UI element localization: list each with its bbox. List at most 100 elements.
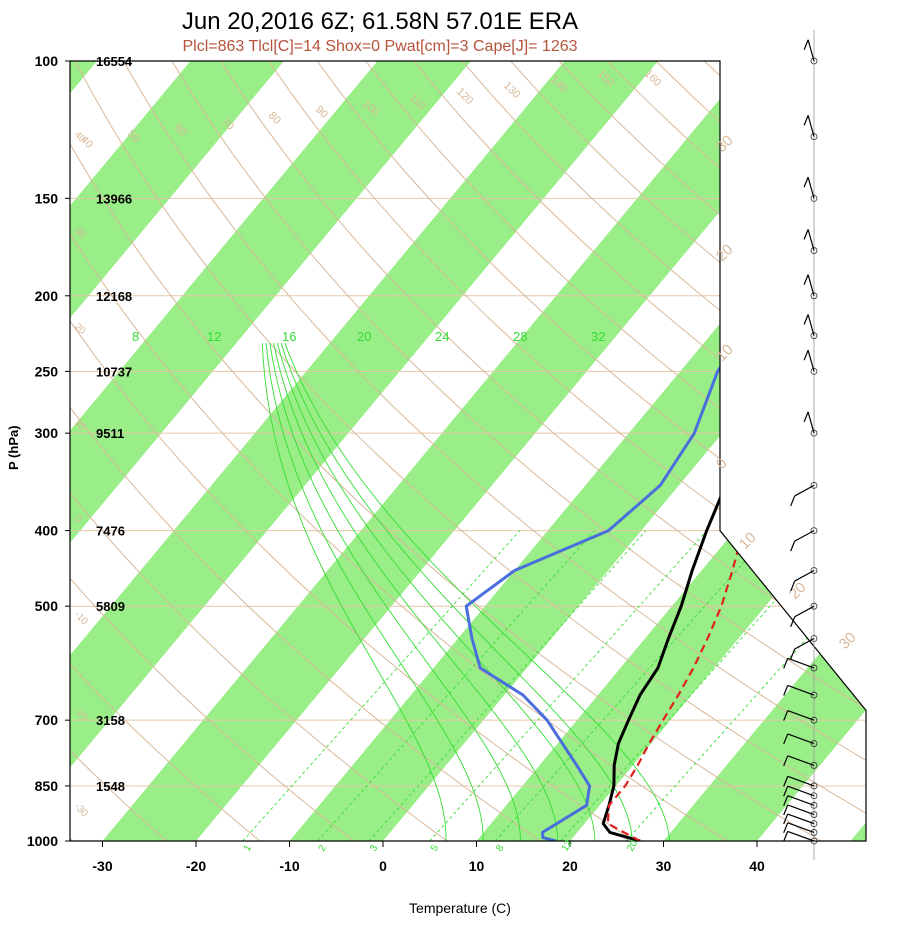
moist-adiabat — [265, 343, 484, 841]
wind-barb — [807, 39, 815, 62]
wind-barb-station — [810, 527, 818, 535]
isotherm-band — [102, 61, 845, 841]
adiabat-label: 90 — [313, 104, 330, 121]
wind-barb-feather — [790, 495, 796, 507]
mixing-ratio-label: 28 — [513, 329, 527, 344]
wind-barb-station — [810, 811, 818, 818]
x-tick-label: 40 — [749, 858, 765, 874]
wind-barb-feather — [803, 176, 809, 188]
wind-barb-station — [810, 792, 818, 800]
wind-barb-station — [810, 716, 818, 724]
wind-barb-feather — [783, 755, 789, 767]
height-label: 12168 — [96, 289, 132, 304]
wind-barb-station — [810, 782, 818, 790]
dry-adiabat — [70, 61, 471, 841]
wind-barb-feather — [783, 831, 789, 842]
wind-barb-station — [810, 837, 818, 845]
wind-barb-station — [810, 820, 818, 828]
wind-barb-feather — [803, 39, 809, 51]
moist-adiabat — [269, 343, 521, 841]
x-tick-label: -30 — [92, 858, 112, 874]
dry-adiabat — [268, 61, 866, 841]
wind-barb-feather — [783, 822, 789, 834]
wind-barb-station — [810, 801, 818, 809]
wind-barb-feather — [783, 813, 789, 825]
moist-adiabat — [276, 342, 596, 841]
y-tick-label: 700 — [35, 712, 59, 728]
wind-barb — [787, 822, 815, 833]
mixing-ratio-label: 24 — [435, 329, 449, 344]
height-label: 13966 — [96, 191, 132, 206]
wind-barb-feather — [803, 349, 809, 361]
wind-barb-feather — [790, 580, 796, 592]
dry-adiabat — [316, 61, 866, 841]
wind-barb-station — [810, 567, 818, 574]
isotherm-label: 20 — [786, 579, 810, 603]
wind-barb-station — [810, 762, 818, 769]
wind-barb-station — [810, 664, 818, 672]
wind-barb-station — [810, 57, 818, 65]
wind-barb-feather — [783, 685, 789, 696]
wind-barb-feather — [783, 785, 789, 797]
mixing-ratio-bottom-label: 8 — [494, 843, 507, 854]
isotherm-label-left: -10 — [72, 609, 90, 627]
chart-title: Jun 20,2016 6Z; 61.58N 57.01E ERA — [181, 8, 579, 35]
parcel-line — [606, 342, 780, 841]
wind-barb-feather — [790, 648, 796, 660]
y-tick-label: 100 — [35, 53, 59, 69]
isotherm-band — [850, 61, 866, 841]
y-tick-label: 400 — [35, 523, 59, 539]
wind-barb-station — [810, 740, 818, 747]
wind-barb — [787, 733, 815, 745]
x-tick-label: 20 — [562, 858, 578, 874]
isotherm-label: 30 — [836, 629, 860, 653]
wind-barb — [787, 684, 815, 696]
isotherm-band — [70, 61, 471, 841]
mixing-ratio-label: 8 — [132, 329, 139, 344]
dry-adiabat — [365, 61, 866, 841]
isotherm-band — [70, 61, 284, 841]
wind-barb — [787, 813, 815, 825]
wind-barb — [787, 830, 815, 842]
wind-barb — [787, 775, 815, 787]
dry-adiabat — [70, 61, 281, 841]
isotherm-label: 0 — [713, 455, 731, 473]
wind-barb-station — [810, 691, 818, 699]
wind-barb-station — [810, 133, 818, 140]
mixing-ratio-bottom-label: 2 — [317, 843, 330, 854]
dry-adiabat — [74, 61, 866, 841]
isotherm-label: 20 — [713, 241, 737, 265]
moist-adiabat — [261, 343, 447, 841]
x-tick-label: 10 — [469, 858, 485, 874]
wind-barb — [807, 115, 815, 137]
wind-barb — [787, 785, 815, 797]
y-tick-label: 850 — [35, 778, 59, 794]
chart-subtitle: Plcl=863 Tlcl[C]=14 Shox=0 Pwat[cm]=3 Ca… — [182, 38, 578, 55]
x-tick-label: -20 — [186, 858, 206, 874]
y-axis-label: P (hPa) — [6, 425, 21, 470]
wind-barb-station — [810, 829, 818, 836]
mixing-ratio-label: 32 — [591, 329, 605, 344]
dry-adiabat — [70, 61, 850, 841]
wind-barb-feather — [783, 776, 789, 787]
y-tick-label: 150 — [35, 190, 59, 206]
x-axis-label: Temperature (C) — [409, 900, 511, 916]
height-label: 10737 — [96, 364, 132, 379]
wind-barb — [787, 755, 815, 766]
isotherm-label: 10 — [736, 529, 760, 553]
y-tick-label: 200 — [35, 288, 59, 304]
mixing-ratio-label: 20 — [357, 329, 371, 344]
adiabat-label: 120 — [454, 86, 475, 107]
dry-adiabat — [70, 61, 566, 841]
wind-barb-feather — [790, 540, 796, 552]
height-label: 5809 — [96, 599, 125, 614]
y-tick-label: 250 — [35, 363, 59, 379]
mixing-ratio-bottom-label: 1 — [242, 843, 255, 854]
wind-barb-station — [810, 332, 818, 340]
adiabat-label: 130 — [501, 80, 522, 101]
wind-barb — [794, 484, 815, 497]
dry-adiabat — [70, 61, 376, 841]
mixing-ratio-label: 12 — [207, 329, 221, 344]
wind-barb-feather — [803, 115, 809, 126]
dry-adiabat — [70, 61, 755, 841]
